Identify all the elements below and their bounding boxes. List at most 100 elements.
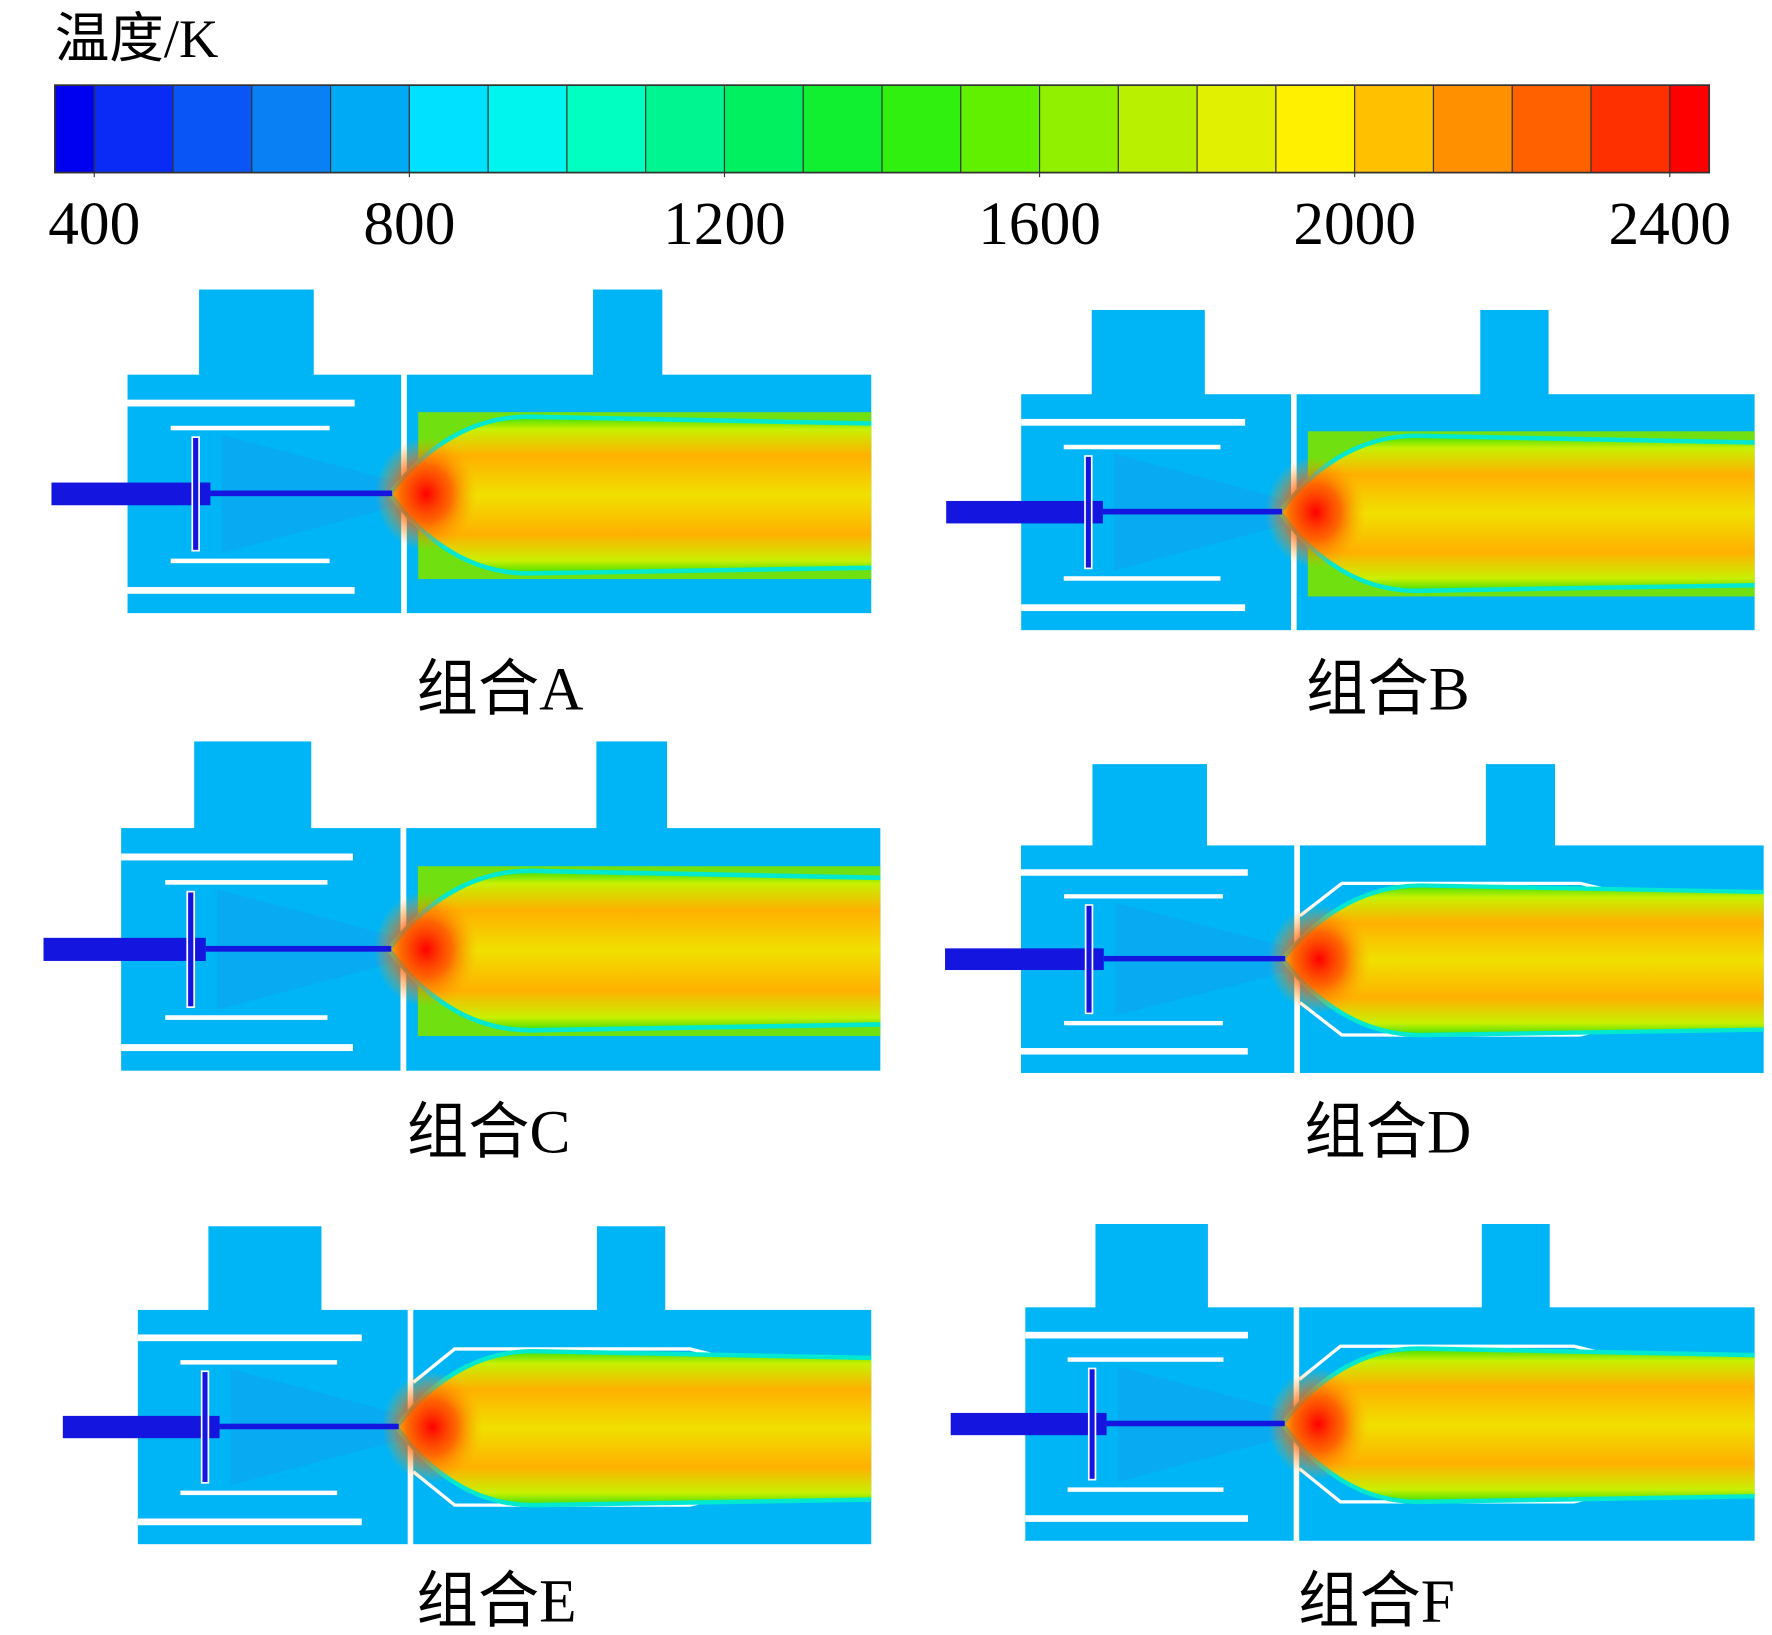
panel-label: 组合D: [1304, 1098, 1471, 1166]
flame-tip: [1265, 456, 1367, 569]
injector-tube: [210, 490, 393, 497]
colorbar-band: [723, 84, 804, 174]
injector-tube: [1102, 508, 1283, 515]
plenum: [1480, 309, 1549, 396]
injector: [43, 937, 206, 961]
injector: [946, 500, 1103, 524]
injector: [945, 948, 1104, 971]
panel-label: 组合E: [417, 1567, 577, 1635]
colorbar-band: [172, 84, 253, 174]
colorbar-band: [1275, 84, 1356, 174]
colorbar-band: [802, 84, 883, 174]
liner-gap: [165, 1015, 328, 1020]
colorbar-tick-label: 800: [363, 190, 455, 258]
plenum: [1485, 764, 1556, 847]
plenum: [1092, 764, 1207, 847]
panel-label: 组合F: [1298, 1567, 1455, 1635]
colorbar-tick-label: 1600: [978, 190, 1101, 258]
flame: [388, 870, 881, 1031]
panel-label: 组合A: [417, 656, 584, 724]
gap: [1025, 1331, 1248, 1339]
flame-tip: [375, 437, 478, 551]
flame: [396, 1351, 872, 1506]
liner-gap: [180, 1360, 338, 1365]
colorbar-band: [645, 84, 726, 174]
liner-gap: [1067, 1357, 1224, 1362]
liner-gap: [1067, 1487, 1224, 1492]
flame: [1282, 1348, 1755, 1502]
liner-gap: [1064, 1020, 1223, 1026]
colorbar-band: [1354, 84, 1435, 174]
gap: [1021, 418, 1246, 426]
injector: [62, 1415, 220, 1439]
colorbar-band: [1432, 84, 1513, 174]
plenum: [1095, 1223, 1208, 1309]
liner-gap: [180, 1490, 338, 1496]
plenum: [593, 289, 663, 376]
colorbar-band: [54, 84, 95, 174]
colorbar-band: [487, 84, 568, 174]
flame: [1279, 435, 1755, 591]
colorbar-band: [1039, 84, 1119, 174]
contour-panel: [62, 1226, 872, 1545]
injector-tube: [1106, 1420, 1285, 1427]
colorbar-band: [330, 84, 410, 174]
colorbar-tick-label: 2400: [1608, 190, 1731, 258]
swirler: [1084, 904, 1094, 1015]
swirler: [200, 1370, 210, 1484]
swirler: [1087, 1367, 1097, 1481]
gap: [137, 1334, 362, 1342]
colorbar-band: [408, 84, 489, 174]
colorbar-band: [566, 84, 647, 174]
flame-tip: [381, 1371, 483, 1483]
panel-label: 组合C: [407, 1098, 570, 1166]
panel-label: 组合B: [1306, 656, 1469, 724]
colorbar-band: [960, 84, 1041, 174]
contour-panel: [945, 764, 1764, 1073]
liner-gap: [1063, 576, 1221, 581]
swirler: [186, 890, 196, 1009]
colorbar-band: [881, 84, 962, 174]
flame: [1282, 885, 1764, 1036]
gap: [137, 1518, 362, 1526]
flame-tip: [1268, 1368, 1369, 1480]
plenum: [596, 1226, 666, 1312]
colorbar-band: [93, 84, 174, 174]
colorbar-band: [1511, 84, 1592, 174]
flame-tip: [1268, 905, 1371, 1014]
plenum: [199, 289, 314, 376]
contour-panel: [946, 309, 1755, 631]
gap: [121, 1044, 353, 1052]
injector-tube: [1103, 955, 1286, 962]
plenum: [596, 741, 668, 830]
gap: [121, 853, 353, 861]
flame: [389, 416, 872, 574]
plenum: [208, 1226, 322, 1312]
gap: [1025, 1515, 1248, 1522]
gap: [127, 587, 355, 594]
injector-tube: [205, 945, 392, 952]
gap: [1021, 604, 1246, 612]
colorbar-title: 温度/K: [55, 8, 219, 69]
gap: [127, 399, 355, 407]
plenum: [194, 741, 312, 830]
gap: [1021, 869, 1248, 876]
liner-gap: [170, 558, 330, 564]
plenum: [1481, 1223, 1550, 1309]
colorbar-band: [251, 84, 332, 174]
liner-gap: [170, 425, 330, 431]
colorbar-tick-label: 2000: [1293, 190, 1416, 258]
colorbar-band: [1669, 84, 1710, 174]
colorbar-tick-label: 1200: [663, 190, 786, 258]
liner-gap: [1063, 444, 1221, 450]
colorbar-band: [1590, 84, 1671, 174]
flame-tip: [373, 891, 479, 1008]
colorbar-tick-label: 400: [48, 190, 140, 258]
plenum: [1091, 309, 1205, 396]
contour-panel: [950, 1223, 1755, 1541]
colorbar-frame: [54, 84, 1711, 174]
injector-tube: [219, 1423, 399, 1430]
swirler: [1084, 455, 1093, 570]
